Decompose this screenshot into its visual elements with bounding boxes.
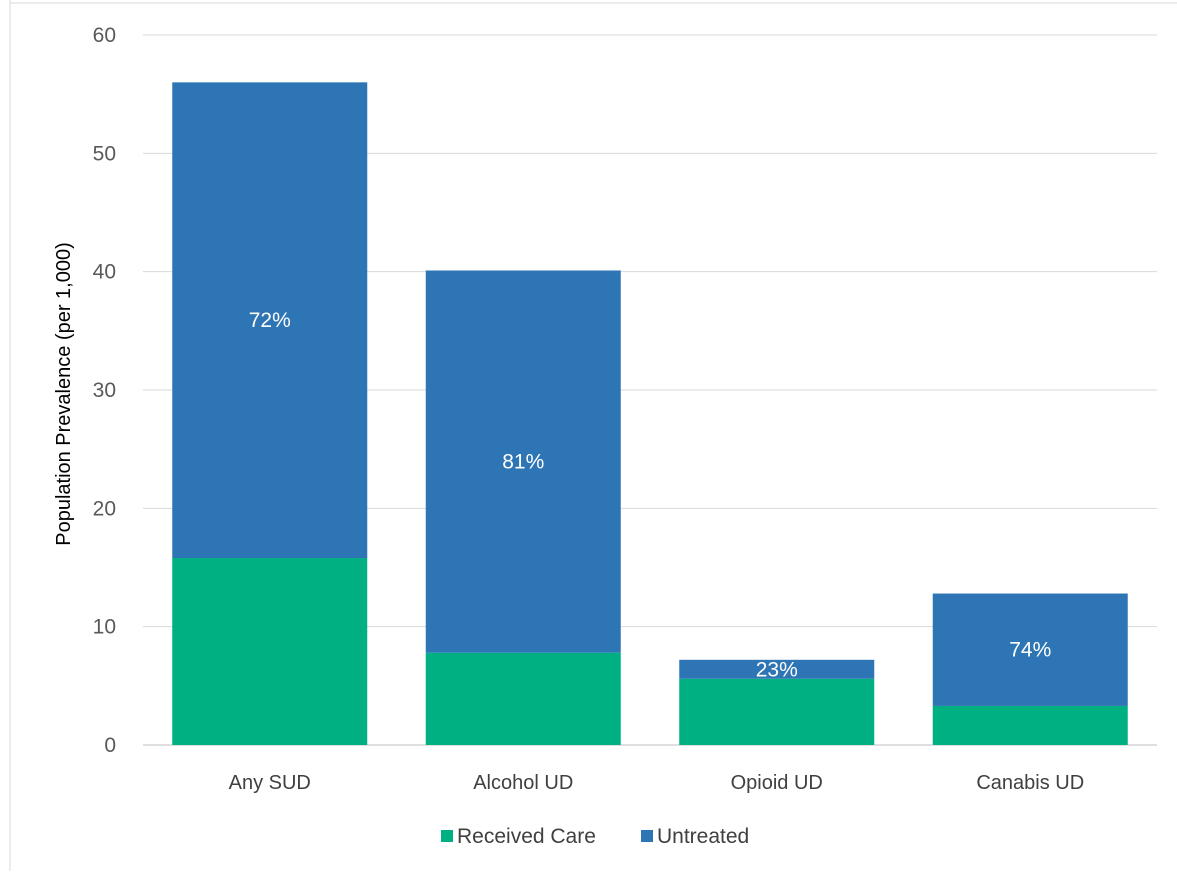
data-label: 81% bbox=[502, 451, 544, 474]
bars bbox=[172, 82, 1128, 745]
legend-label: Received Care bbox=[457, 825, 596, 848]
y-axis-label: Population Prevalence (per 1,000) bbox=[53, 242, 75, 546]
legend-swatch-untreated bbox=[641, 830, 653, 842]
x-tick-label: Opioid UD bbox=[731, 772, 823, 794]
y-tick-label: 40 bbox=[93, 261, 116, 284]
x-tick-label: Alcohol UD bbox=[473, 772, 573, 794]
bar-received-care bbox=[932, 705, 1128, 745]
x-tick-label: Any SUD bbox=[229, 772, 311, 794]
y-axis-ticks: 0 10 20 30 40 50 60 bbox=[93, 24, 116, 757]
bar-untreated bbox=[932, 593, 1128, 706]
x-tick-label: Canabis UD bbox=[976, 772, 1084, 794]
legend: Received Care Untreated bbox=[441, 825, 749, 848]
x-axis-ticks: Any SUD Alcohol UD Opioid UD Canabis UD bbox=[229, 772, 1085, 794]
legend-label: Untreated bbox=[657, 825, 749, 848]
y-tick-label: 50 bbox=[93, 142, 116, 165]
y-tick-label: 20 bbox=[93, 497, 116, 520]
legend-swatch-received-care bbox=[441, 830, 453, 842]
data-label: 74% bbox=[1009, 639, 1051, 662]
data-label: 72% bbox=[249, 309, 291, 332]
bar-untreated bbox=[679, 659, 875, 679]
y-tick-label: 10 bbox=[93, 616, 116, 639]
y-tick-label: 30 bbox=[93, 379, 116, 402]
bar-received-care bbox=[425, 652, 621, 745]
data-labels: 72% 81% 23% 74% bbox=[249, 309, 1052, 681]
y-tick-label: 60 bbox=[93, 24, 116, 47]
bar-received-care bbox=[679, 678, 875, 745]
bar-untreated bbox=[172, 82, 368, 559]
y-tick-label: 0 bbox=[104, 734, 116, 757]
bar-received-care bbox=[172, 558, 368, 745]
data-label: 23% bbox=[756, 658, 798, 681]
bar-untreated bbox=[425, 270, 621, 653]
